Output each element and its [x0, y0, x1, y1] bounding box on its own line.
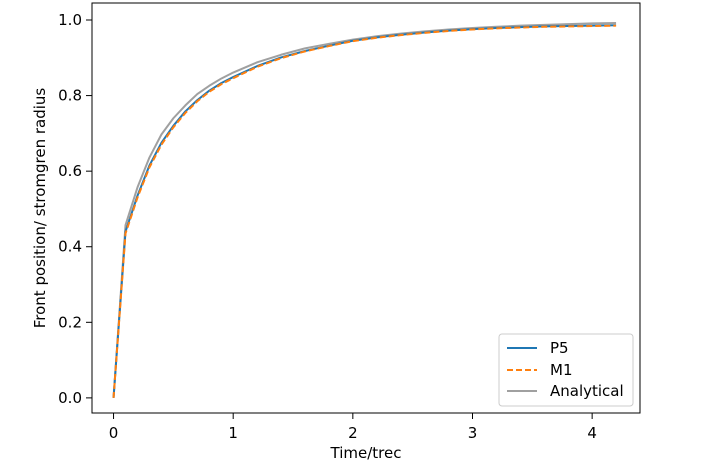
legend-label-analytical: Analytical — [550, 382, 624, 400]
x-tick-label: 1 — [228, 424, 238, 442]
plot-frame — [91, 2, 641, 414]
y-tick-label: 0.2 — [58, 313, 82, 331]
legend: P5 M1 Analytical — [498, 333, 634, 407]
x-axis: 0 1 2 3 4 — [109, 413, 597, 442]
y-tick-label: 0.6 — [58, 162, 82, 180]
x-tick-label: 4 — [587, 424, 597, 442]
legend-label-m1: M1 — [550, 361, 573, 379]
x-tick-label: 0 — [109, 424, 119, 442]
legend-label-p5: P5 — [550, 339, 569, 357]
y-axis-title: Front position/ stromgren radius — [31, 88, 49, 329]
series-line-m1 — [112, 24, 617, 398]
y-tick-label: 0.4 — [58, 238, 82, 256]
x-axis-title: Time/trec — [330, 444, 402, 462]
x-tick-label: 2 — [348, 424, 358, 442]
y-tick-label: 0.0 — [58, 389, 82, 407]
x-tick-label: 3 — [468, 424, 478, 442]
y-tick-label: 0.8 — [58, 87, 82, 105]
series-line-analytical — [112, 22, 617, 398]
series-layer — [112, 22, 617, 398]
legend-box — [498, 333, 634, 407]
y-axis: 0.0 0.2 0.4 0.6 0.8 1.0 — [58, 11, 92, 407]
y-tick-label: 1.0 — [58, 11, 82, 29]
